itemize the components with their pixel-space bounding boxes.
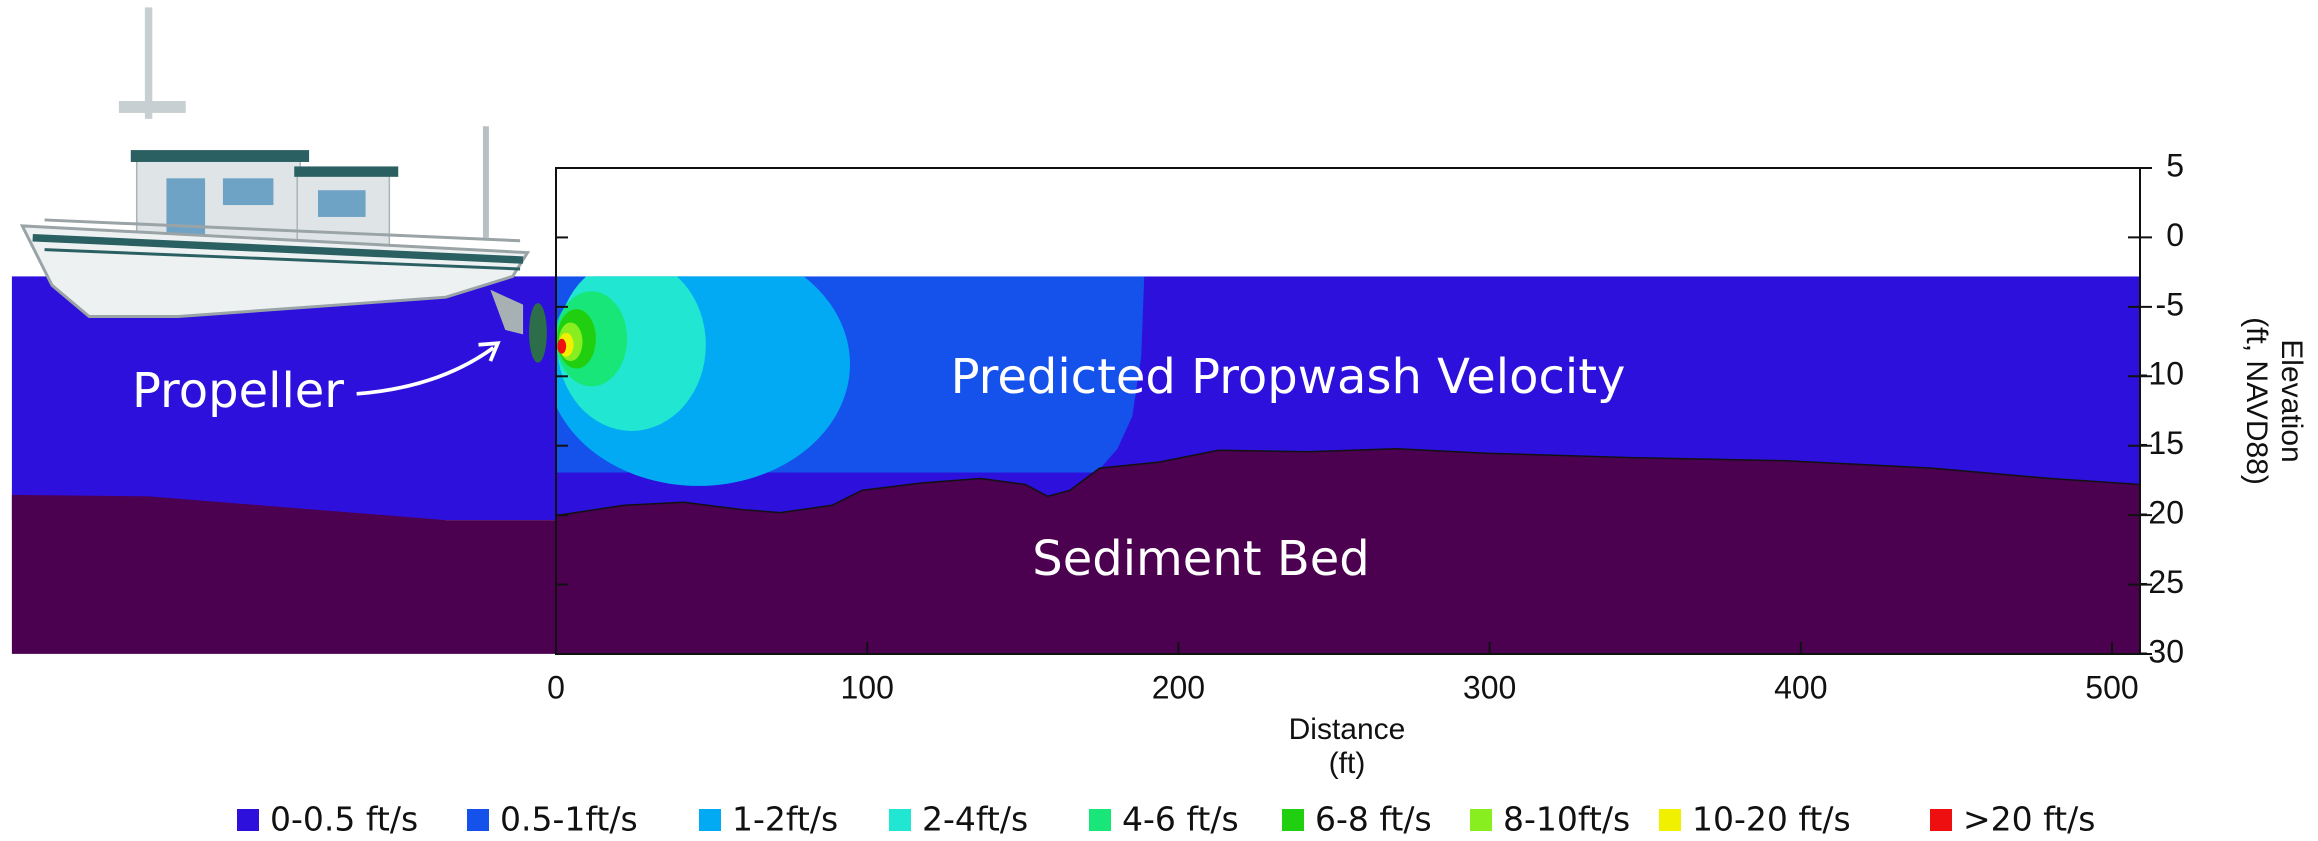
y-tick-label: -10	[2138, 356, 2184, 392]
legend-swatch	[699, 809, 721, 831]
x-axis-label: Distance	[1289, 713, 1406, 746]
x-tick-label: 100	[841, 669, 894, 705]
legend-label: 2-4ft/s	[922, 800, 1028, 839]
legend-label: 10-20 ft/s	[1692, 800, 1851, 839]
legend-swatch	[1470, 809, 1492, 831]
legend-swatch	[467, 809, 489, 831]
y-tick-label: -20	[2138, 495, 2184, 531]
legend-swatch	[1089, 809, 1111, 831]
annotation: Propeller	[132, 363, 344, 419]
legend-swatch	[237, 809, 259, 831]
contour-region	[557, 339, 566, 354]
y-axis-label: Elevation	[2275, 339, 2308, 462]
x-tick-label: 300	[1463, 669, 1516, 705]
legend-swatch	[1930, 809, 1952, 831]
legend-label: 0-0.5 ft/s	[270, 800, 418, 839]
legend-label: 0.5-1ft/s	[500, 800, 638, 839]
annotation: Sediment Bed	[1032, 531, 1370, 587]
page: {"chart_data": { "type": "contour", "xla…	[0, 0, 2318, 841]
y-tick-label: -5	[2156, 286, 2184, 322]
annotation: Predicted Propwash Velocity	[951, 349, 1626, 405]
y-tick-label: -15	[2138, 425, 2184, 461]
y-tick-label: 0	[2166, 217, 2184, 253]
legend-swatch	[1659, 809, 1681, 831]
y-tick-label: 5	[2166, 147, 2184, 183]
y-axis-label: (ft, NAVD88)	[2240, 317, 2273, 485]
legend-label: 4-6 ft/s	[1122, 800, 1239, 839]
y-tick-label: -25	[2138, 564, 2184, 600]
legend-swatch	[889, 809, 911, 831]
legend-label: 8-10ft/s	[1503, 800, 1630, 839]
x-tick-label: 500	[2085, 669, 2138, 705]
legend-label: 6-8 ft/s	[1315, 800, 1432, 839]
x-axis-label: (ft)	[1329, 747, 1366, 780]
legend-label: 1-2ft/s	[732, 800, 838, 839]
y-tick-label: -30	[2138, 633, 2184, 669]
x-tick-label: 400	[1774, 669, 1827, 705]
contours	[547, 242, 2140, 654]
x-tick-label: 200	[1152, 669, 1205, 705]
legend-swatch	[1282, 809, 1304, 831]
legend-label: >20 ft/s	[1963, 800, 2095, 839]
x-tick-label: 0	[547, 669, 565, 705]
chart: Predicted Propwash Velocity Sediment Bed…	[0, 0, 2318, 841]
